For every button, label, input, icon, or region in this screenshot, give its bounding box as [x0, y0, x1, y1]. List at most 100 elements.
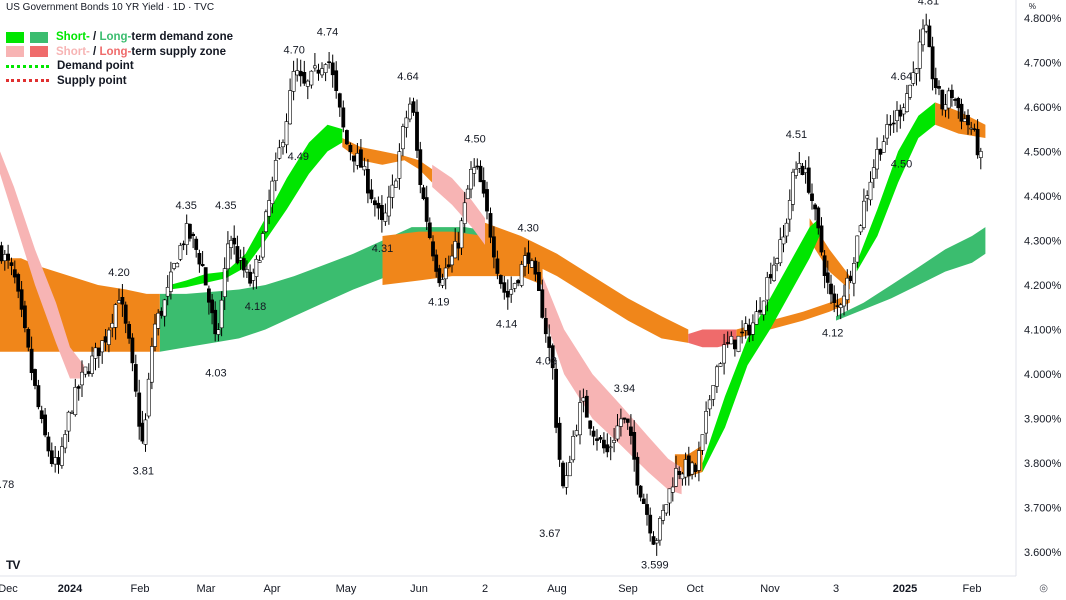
candle-body [390, 184, 395, 198]
candle-body [540, 289, 545, 318]
settings-icon[interactable]: ◎ [1039, 583, 1048, 594]
candle-body [956, 98, 961, 109]
candle-body [670, 486, 675, 493]
candle-body [320, 68, 324, 76]
candle-body [523, 255, 527, 267]
candle-body [213, 309, 218, 335]
candle-body [491, 236, 496, 258]
candle-body [628, 426, 633, 436]
candle-body [711, 385, 716, 400]
candle-body [330, 62, 335, 76]
candle-body [962, 118, 967, 122]
candle-body [704, 410, 709, 434]
candle-body [194, 238, 199, 250]
candle-body [921, 28, 925, 46]
candle-body [838, 304, 843, 308]
candle-body [257, 260, 262, 263]
candle-body [386, 196, 391, 217]
candle-body [327, 61, 332, 64]
x-tick-label: 2024 [58, 583, 83, 595]
candle-body [251, 272, 256, 281]
candle-body [825, 272, 830, 283]
y-tick-label: 4.300% [1024, 236, 1062, 248]
candle-body [478, 165, 483, 183]
legend-supply-dots [6, 79, 49, 83]
candle-body [29, 348, 34, 374]
candle-body [794, 168, 799, 176]
annotation-label: 4.03 [536, 356, 557, 368]
candle-body [481, 180, 486, 194]
candle-body [557, 422, 562, 460]
candle-body [911, 72, 916, 84]
candle-body [851, 262, 856, 284]
candle-body [509, 289, 514, 295]
legend: Short- / Long-term demand zone Short- / … [6, 30, 233, 88]
candle-body [707, 399, 712, 410]
annotation-label: 4.14 [496, 319, 517, 331]
annotation-label: 4.51 [786, 129, 807, 141]
candle-body [96, 347, 101, 356]
annotation-label: 4.20 [108, 267, 129, 279]
candle-body [816, 207, 821, 229]
candle-body [803, 168, 808, 173]
candle-body [238, 257, 243, 261]
annotation-label: 3.78 [0, 479, 14, 491]
annotation-label: 4.19 [428, 297, 449, 309]
candle-body [584, 395, 589, 418]
candle-body [888, 123, 893, 126]
x-tick-label: Feb [963, 583, 982, 595]
candle-body [635, 456, 640, 486]
legend-demand-point: Demand point [6, 59, 233, 74]
candle-body [298, 70, 303, 77]
candle-body [284, 121, 289, 146]
candle-body [2, 254, 7, 261]
candle-body [868, 181, 873, 201]
candle-body [768, 274, 773, 279]
candle-body [66, 411, 71, 432]
candle-body [813, 204, 818, 210]
candle-body [754, 311, 759, 325]
candle-body [130, 337, 135, 364]
candle-body [933, 78, 938, 89]
annotation-label: 4.64 [891, 71, 912, 83]
candle-body [181, 243, 186, 246]
candle-body [113, 304, 118, 328]
candle-body [407, 103, 412, 120]
candle-body [625, 418, 630, 423]
candle-body [871, 167, 876, 179]
zone-neutral [485, 222, 689, 343]
candle-body [43, 414, 48, 436]
tradingview-logo: TV [6, 558, 20, 572]
annotation-label: 3.81 [133, 466, 154, 478]
candle-body [197, 253, 202, 265]
candle-body [601, 439, 606, 449]
zone-demand-short [169, 124, 343, 290]
candle-body [6, 253, 11, 261]
zone-demand-long [836, 227, 986, 321]
candle-body [595, 438, 599, 441]
x-tick-label: Oct [686, 583, 703, 595]
candle-body [312, 65, 317, 69]
candle-body [904, 93, 909, 112]
x-axis-panel [0, 576, 1016, 600]
candle-body [188, 223, 192, 239]
y-tick-label: 4.500% [1024, 146, 1062, 158]
candle-body [778, 239, 783, 264]
candle-body [512, 283, 517, 289]
candle-body [46, 436, 51, 452]
annotation-label: 4.81 [918, 0, 939, 7]
candle-body [654, 540, 659, 544]
candle-body [133, 364, 138, 392]
candle-body [203, 267, 208, 286]
candle-body [348, 145, 353, 153]
x-tick-label: Dec [0, 583, 18, 595]
annotation-label: 4.64 [397, 71, 418, 83]
candle-body [226, 243, 230, 270]
candle-body [431, 241, 435, 257]
candle-body [914, 68, 919, 74]
candle-body [725, 342, 730, 344]
candle-body [291, 71, 296, 92]
candle-body [729, 336, 734, 345]
candle-body [632, 431, 637, 460]
candle-body [966, 114, 970, 126]
